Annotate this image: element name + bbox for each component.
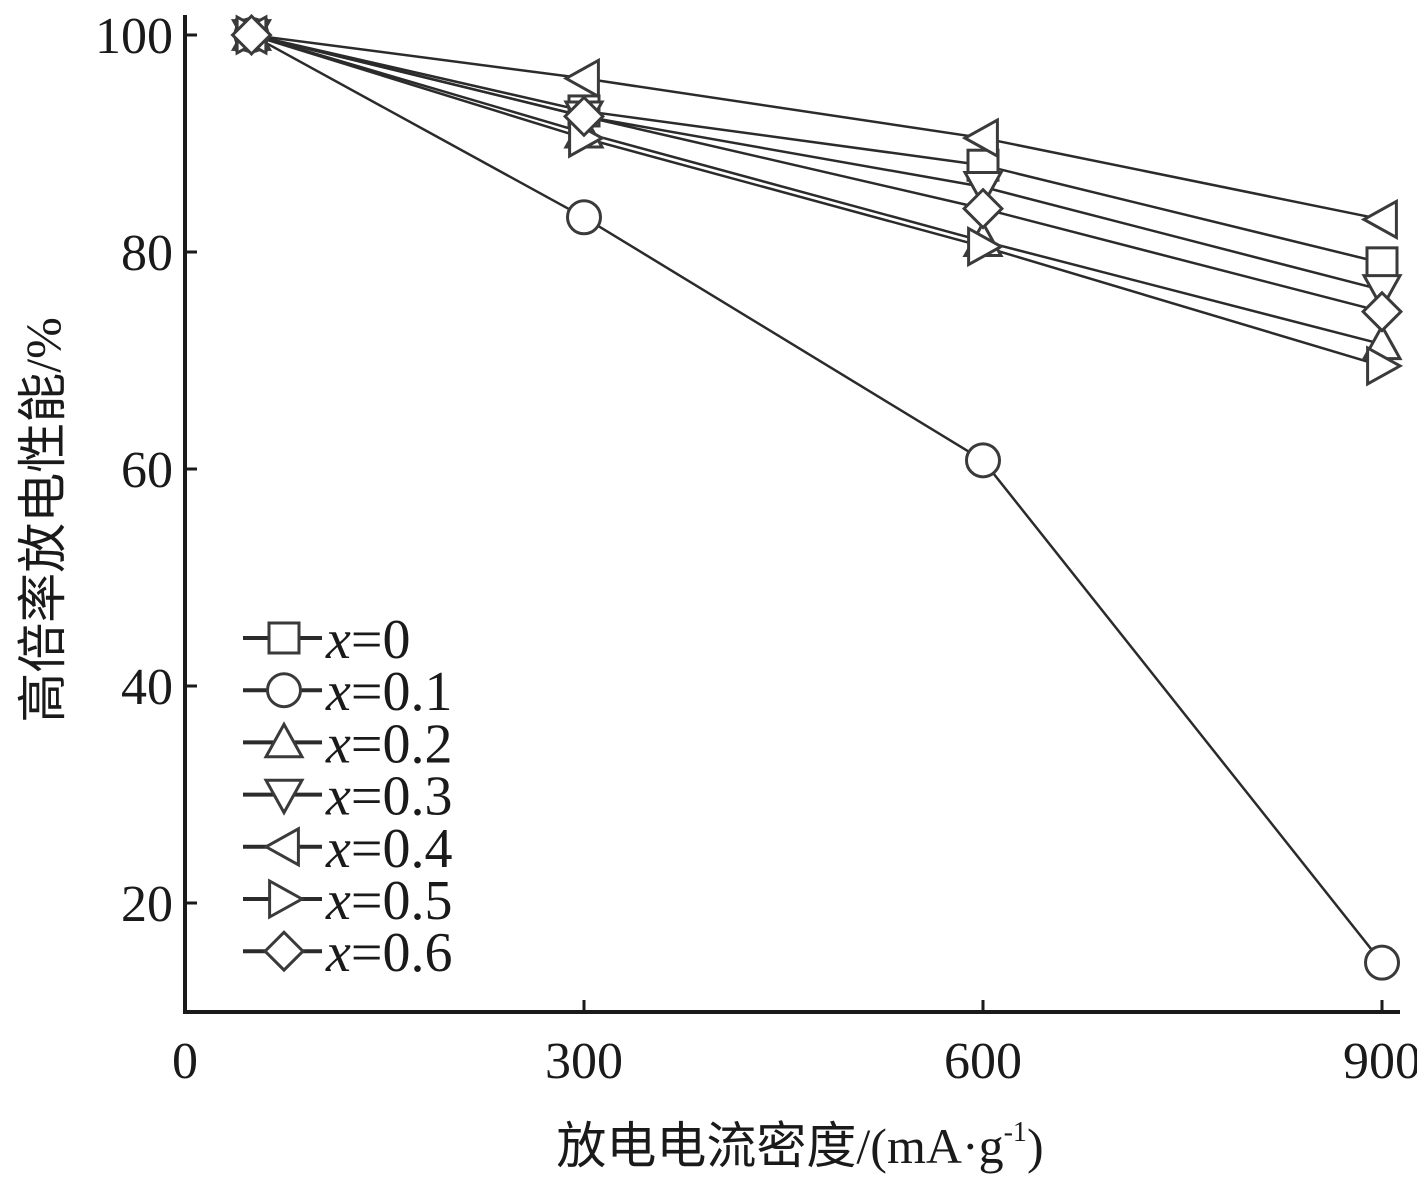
legend-label: x=0.2 xyxy=(325,713,452,775)
legend-marker xyxy=(262,930,306,973)
series-line xyxy=(251,33,1383,368)
series-line xyxy=(251,33,1383,221)
legend: x=0x=0.1x=0.2x=0.3x=0.4x=0.5x=0.6 xyxy=(243,609,452,984)
legend-label-variable: x xyxy=(325,661,351,723)
legend-label-variable: x xyxy=(325,609,351,671)
legend-label-value: =0 xyxy=(351,609,411,671)
legend-label: x=0.1 xyxy=(325,661,452,723)
x-axis-label-superscript: -1 xyxy=(1004,1117,1027,1148)
y-tick-label: 80 xyxy=(121,225,173,282)
data-point xyxy=(1365,246,1399,280)
y-tick-label: 20 xyxy=(121,876,173,933)
legend-label-value: =0.2 xyxy=(351,713,453,775)
data-point xyxy=(961,187,1005,230)
legend-label: x=0.4 xyxy=(325,818,452,880)
legend-label-variable: x xyxy=(325,713,351,775)
legend-label-value: =0.4 xyxy=(351,818,453,880)
data-point xyxy=(1364,944,1400,981)
legend-label-variable: x xyxy=(325,766,351,828)
series-line xyxy=(251,33,1383,265)
legend-entry: x=0.3 xyxy=(243,766,452,828)
legend-label: x=0 xyxy=(325,609,410,671)
data-point xyxy=(566,199,602,236)
legend-entry: x=0.1 xyxy=(243,661,452,723)
legend-entry: x=0.5 xyxy=(243,870,452,932)
data-point xyxy=(562,95,606,138)
x-tick-label: 900 xyxy=(1343,1033,1417,1090)
legend-entry: x=0.2 xyxy=(243,713,452,775)
legend-label-value: =0.3 xyxy=(351,766,453,828)
data-point xyxy=(562,57,600,99)
x-tick-label: 600 xyxy=(944,1033,1022,1090)
y-tick-label: 100 xyxy=(95,8,173,65)
legend-marker xyxy=(268,878,306,920)
legend-marker xyxy=(266,672,302,709)
legend-label-value: =0.5 xyxy=(351,870,453,932)
legend-label-variable: x xyxy=(325,870,351,932)
legend-label-variable: x xyxy=(325,922,351,984)
data-point xyxy=(967,226,1005,268)
legend-marker xyxy=(263,778,305,816)
data-point xyxy=(1360,290,1404,333)
legend-label-value: =0.1 xyxy=(351,661,453,723)
series-lines xyxy=(250,33,1383,964)
y-tick-label: 60 xyxy=(121,442,173,499)
legend-entry: x=0.4 xyxy=(243,818,452,880)
y-tick-label: 40 xyxy=(121,659,173,716)
data-point xyxy=(965,442,1001,479)
legend-label: x=0.5 xyxy=(325,870,452,932)
y-axis-label: 高倍率放电性能/% xyxy=(15,317,71,723)
legend-marker xyxy=(267,621,301,655)
series-line xyxy=(251,33,1383,313)
data-point xyxy=(1366,345,1404,387)
legend-label-variable: x xyxy=(325,818,351,880)
legend-entry: x=0.6 xyxy=(243,922,452,984)
series-line xyxy=(250,33,1383,964)
x-axis-label: 放电电流密度/(mA·g-1) xyxy=(556,1117,1043,1174)
legend-label-value: =0.6 xyxy=(351,922,453,984)
legend-entry: x=0 xyxy=(243,609,410,671)
series-line xyxy=(251,33,1383,346)
legend-marker xyxy=(263,721,305,759)
x-tick-label: 300 xyxy=(545,1033,623,1090)
x-tick-label: 0 xyxy=(172,1033,198,1090)
data-point xyxy=(1360,198,1398,240)
data-point xyxy=(961,117,999,159)
legend-label: x=0.6 xyxy=(325,922,452,984)
data-point xyxy=(230,13,273,57)
axes: 20 40 60 80 100 0 300 600 900 xyxy=(95,8,1417,1090)
legend-label: x=0.3 xyxy=(325,766,452,828)
legend-marker xyxy=(262,826,300,868)
series-markers xyxy=(230,13,1404,981)
